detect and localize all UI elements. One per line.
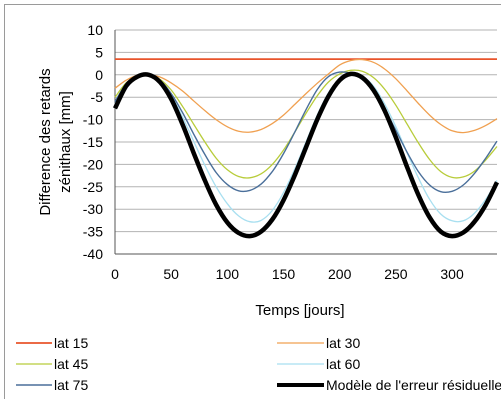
y-tick-label: 10 xyxy=(87,22,103,38)
series-line-6 xyxy=(112,71,500,239)
series-line-5 xyxy=(114,71,498,194)
chart-frame xyxy=(4,4,501,399)
x-tick-labels: 0 50 100 150 200 250 300 xyxy=(111,266,464,282)
legend: lat 15 lat 30 lat 45 lat 60 lat 75 Modèle de … xyxy=(16,335,501,393)
x-tick-label: 200 xyxy=(328,266,352,282)
legend-label: lat 15 xyxy=(54,335,88,351)
legend-label: lat 75 xyxy=(54,377,88,393)
y-tick-label: -5 xyxy=(91,89,104,105)
x-tick-label: 100 xyxy=(216,266,240,282)
y-tick-labels: 10 5 0 -5 -10 -15 -20 -25 -30 -35 -40 xyxy=(83,22,103,262)
x-tick-label: 150 xyxy=(272,266,296,282)
y-axis-label-line-1: Difference des retards xyxy=(37,68,54,215)
x-tick-label: 250 xyxy=(384,266,408,282)
legend-label: lat 30 xyxy=(326,335,360,351)
x-tick-label: 50 xyxy=(163,266,179,282)
y-tick-label: -40 xyxy=(83,246,103,262)
series-line-3 xyxy=(114,69,498,179)
series-lines xyxy=(112,58,500,239)
y-tick-label: -10 xyxy=(83,112,103,128)
y-tick-label: -35 xyxy=(83,224,103,240)
y-tick-label: -20 xyxy=(83,156,103,172)
x-tick-label: 300 xyxy=(440,266,464,282)
y-tick-label: -25 xyxy=(83,179,103,195)
grid-lines xyxy=(114,29,497,255)
legend-label: Modèle de l'erreur résiduelle xyxy=(326,377,501,393)
y-tick-label: 5 xyxy=(95,44,103,60)
legend-label: lat 45 xyxy=(54,356,88,372)
y-axis-label: Difference des retards zénithaux [mm] xyxy=(37,68,74,215)
y-axis-label-line-2: zénithaux [mm] xyxy=(57,91,74,193)
y-tick-label: -30 xyxy=(83,201,103,217)
series-line-2 xyxy=(114,58,498,134)
y-tick-label: 0 xyxy=(95,67,103,83)
y-tick-label: -15 xyxy=(83,134,103,150)
x-axis-label: Temps [jours] xyxy=(255,302,344,319)
x-tick-label: 0 xyxy=(111,266,119,282)
legend-label: lat 60 xyxy=(326,356,360,372)
